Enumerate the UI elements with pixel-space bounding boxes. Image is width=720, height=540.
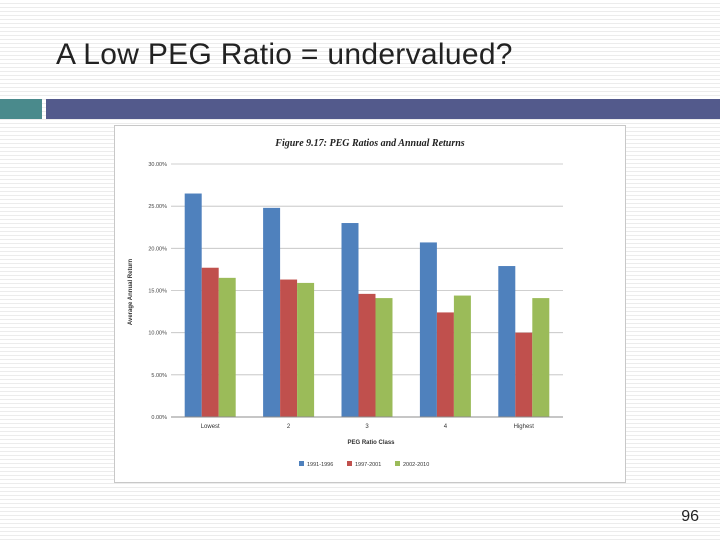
bar-1991-1996-Highest — [498, 266, 516, 417]
bar-2002-2010-Lowest — [218, 277, 236, 417]
x-tick-label: 2 — [287, 424, 291, 430]
legend-label: 1991-1996 — [307, 462, 333, 468]
y-tick-label: 5.00% — [151, 373, 167, 379]
peg-returns-chart: Figure 9.17: PEG Ratios and Annual Retur… — [128, 138, 563, 468]
y-axis-label: Average Annual Return — [128, 259, 134, 326]
y-tick-label: 15.00% — [148, 289, 167, 295]
y-tick-label: 0.00% — [151, 415, 167, 421]
bar-1997-2001-4 — [436, 312, 454, 417]
legend-label: 1997-2001 — [355, 462, 381, 468]
page-number: 96 — [681, 508, 699, 525]
x-axis-label: PEG Ratio Class — [347, 440, 395, 446]
slide-title: A Low PEG Ratio = undervalued? — [56, 38, 513, 71]
bar-1997-2001-Highest — [515, 332, 533, 417]
bar-2002-2010-Highest — [532, 298, 550, 417]
y-tick-label: 30.00% — [148, 162, 167, 168]
legend-label: 2002-2010 — [403, 462, 429, 468]
bar-1991-1996-4 — [419, 242, 437, 417]
bar-1991-1996-3 — [341, 223, 359, 417]
legend-swatch — [299, 461, 304, 466]
bar-1997-2001-3 — [358, 293, 376, 417]
bar-1991-1996-2 — [263, 207, 281, 417]
y-tick-label: 10.00% — [148, 331, 167, 337]
bar-2002-2010-3 — [375, 298, 393, 417]
x-tick-label: 4 — [444, 424, 448, 430]
bar-1991-1996-Lowest — [184, 193, 202, 417]
x-tick-label: Lowest — [201, 424, 220, 430]
legend-swatch — [347, 461, 352, 466]
bar-2002-2010-2 — [297, 282, 315, 417]
x-tick-label: 3 — [365, 424, 369, 430]
y-tick-label: 25.00% — [148, 204, 167, 210]
bar-1997-2001-2 — [280, 279, 298, 417]
chart-frame: Figure 9.17: PEG Ratios and Annual Retur… — [114, 125, 626, 483]
header-accent-bar — [46, 99, 720, 119]
bar-1997-2001-Lowest — [201, 267, 219, 417]
y-tick-label: 20.00% — [148, 246, 167, 252]
bar-2002-2010-4 — [453, 295, 471, 417]
accent-block — [0, 99, 42, 119]
x-tick-label: Highest — [514, 424, 535, 430]
chart-title: Figure 9.17: PEG Ratios and Annual Retur… — [274, 138, 465, 149]
legend-swatch — [395, 461, 400, 466]
